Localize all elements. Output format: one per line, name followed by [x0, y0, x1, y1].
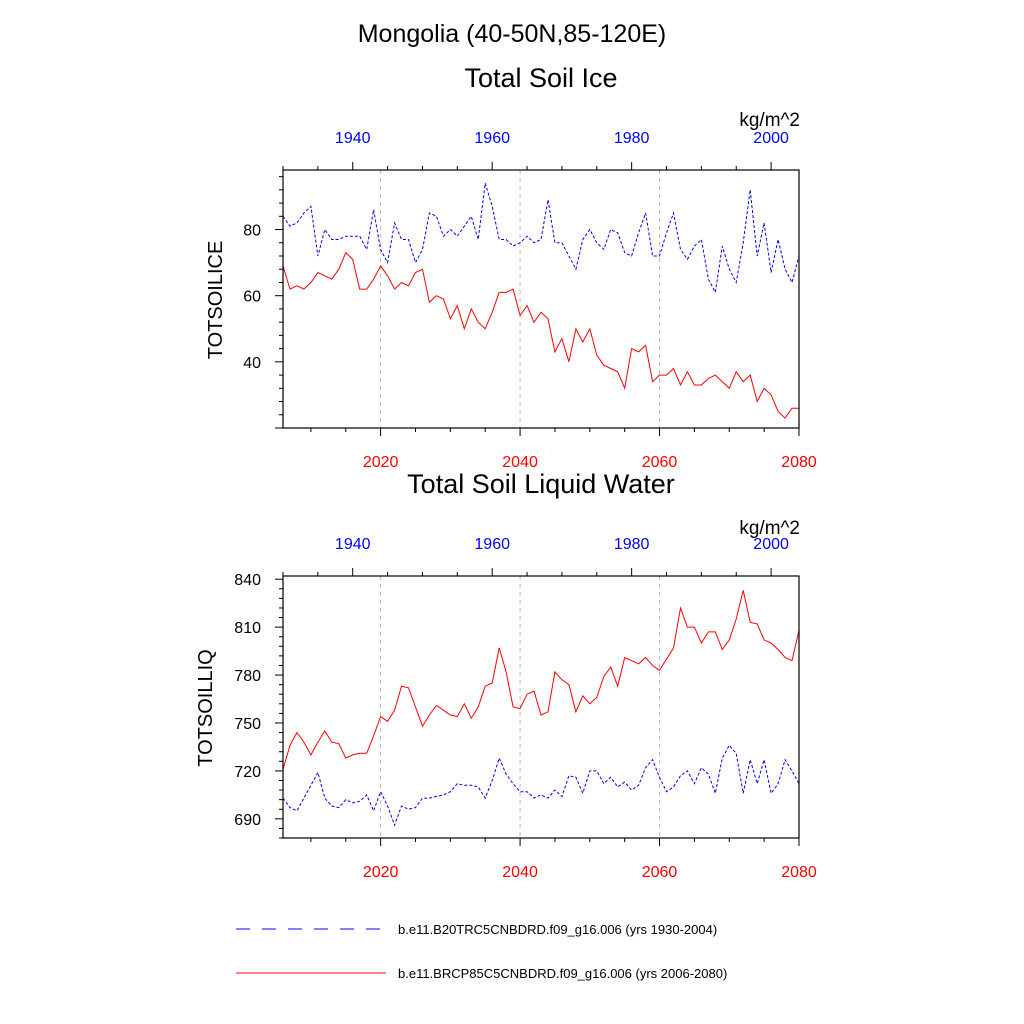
x-tick-label-top: 1980	[614, 536, 650, 553]
legend: b.e11.B20TRC5CNBDRD.f09_g16.006 (yrs 193…	[236, 922, 727, 981]
panel-title: Total Soil Ice	[464, 63, 617, 93]
y-tick-label: 40	[243, 355, 261, 372]
x-tick-label-top: 1980	[614, 130, 650, 147]
legend-label-hist: b.e11.B20TRC5CNBDRD.f09_g16.006 (yrs 193…	[398, 922, 717, 937]
series-line-historical	[282, 744, 800, 827]
y-tick-label: 720	[234, 764, 261, 781]
y-tick-label: 780	[234, 668, 261, 685]
y-axis-label: TOTSOILLIQ	[195, 649, 217, 766]
x-tick-label-top: 2000	[753, 536, 789, 553]
units-label: kg/m^2	[739, 110, 800, 131]
x-tick-label-top: 1960	[474, 130, 510, 147]
x-tick-label-bottom: 2040	[502, 864, 538, 881]
y-tick-label: 60	[243, 289, 261, 306]
units-label: kg/m^2	[739, 518, 800, 539]
series-line-rcp85	[282, 251, 799, 419]
plot-frame	[282, 575, 800, 839]
x-tick-label-bottom: 2060	[642, 454, 678, 471]
legend-label-future: b.e11.BRCP85C5CNBDRD.f09_g16.006 (yrs 20…	[398, 966, 727, 981]
panel-total-soil-liquid-water: Total Soil Liquid Water kg/m^2 TOTSOILLI…	[195, 469, 817, 881]
x-tick-label-top: 2000	[753, 130, 789, 147]
series-line-rcp85	[282, 590, 800, 770]
panel-title: Total Soil Liquid Water	[407, 469, 675, 499]
y-tick-label: 810	[234, 620, 261, 637]
figure-title: Mongolia (40-50N,85-120E)	[358, 20, 667, 48]
x-tick-label-top: 1940	[335, 536, 371, 553]
y-tick-label: 690	[234, 812, 261, 829]
x-tick-label-bottom: 2040	[502, 454, 538, 471]
plot-frame	[282, 169, 800, 429]
panel-total-soil-ice: Total Soil Ice kg/m^2 TOTSOILICE 2020 204…	[205, 63, 817, 471]
y-tick-label: 840	[234, 572, 261, 589]
x-tick-label-bottom: 2020	[363, 454, 399, 471]
y-axis-label: TOTSOILICE	[205, 241, 227, 360]
x-tick-label-top: 1940	[335, 130, 371, 147]
x-tick-label-bottom: 2060	[642, 864, 678, 881]
series-line-historical	[282, 183, 800, 294]
x-tick-label-top: 1960	[474, 536, 510, 553]
y-tick-label: 750	[234, 716, 261, 733]
y-tick-label: 80	[243, 223, 261, 240]
x-tick-label-bottom: 2080	[781, 454, 817, 471]
x-tick-label-bottom: 2020	[363, 864, 399, 881]
x-tick-label-bottom: 2080	[781, 864, 817, 881]
